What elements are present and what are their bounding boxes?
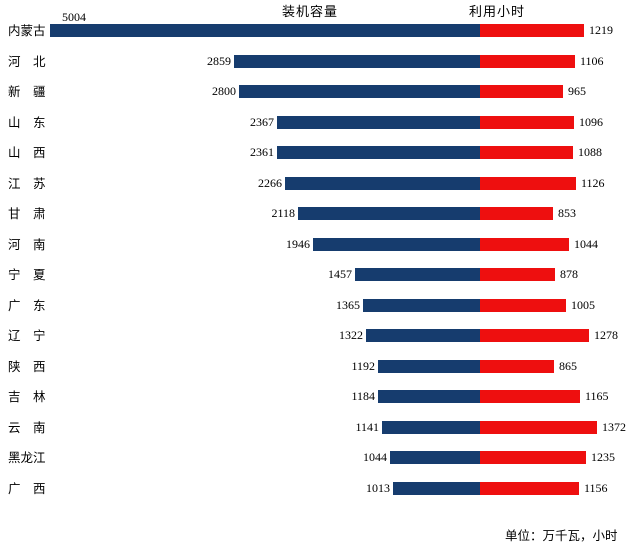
- capacity-value: 1013: [366, 481, 390, 495]
- capacity-value: 2118: [271, 206, 295, 220]
- capacity-bar: [50, 24, 480, 37]
- hours-value: 1156: [584, 481, 608, 495]
- category-label: 陕 西: [8, 360, 46, 374]
- capacity-bar: [298, 207, 480, 220]
- capacity-value: 2859: [207, 54, 231, 68]
- capacity-series-header: 装机容量: [282, 4, 339, 19]
- capacity-bar: [277, 146, 480, 159]
- hours-bar: [480, 268, 555, 281]
- hours-bar: [480, 85, 563, 98]
- capacity-value: 1365: [336, 298, 360, 312]
- hours-value: 1005: [571, 298, 595, 312]
- capacity-value: 2266: [258, 176, 282, 190]
- capacity-value: 2361: [250, 145, 274, 159]
- capacity-bar: [277, 116, 480, 129]
- category-label: 甘 肃: [8, 207, 46, 221]
- hours-value: 1096: [579, 115, 603, 129]
- capacity-value: 1322: [339, 328, 363, 342]
- capacity-bar: [390, 451, 480, 464]
- category-label: 黑龙江: [8, 451, 46, 465]
- capacity-value: 5004: [62, 10, 86, 24]
- hours-value: 1235: [591, 450, 615, 464]
- capacity-value: 1946: [286, 237, 310, 251]
- hours-value: 1219: [589, 23, 613, 37]
- hours-bar: [480, 55, 575, 68]
- capacity-bar: [363, 299, 480, 312]
- category-label: 内蒙古: [8, 24, 46, 38]
- hours-bar: [480, 116, 574, 129]
- hours-value: 965: [568, 84, 586, 98]
- hours-bar: [480, 451, 586, 464]
- hours-bar: [480, 299, 566, 312]
- hours-bar: [480, 360, 554, 373]
- category-label: 江 苏: [8, 177, 46, 191]
- unit-note: 单位：万千瓦，小时: [505, 529, 618, 543]
- hours-bar: [480, 238, 569, 251]
- capacity-bar: [355, 268, 480, 281]
- capacity-value: 1141: [355, 420, 379, 434]
- category-label: 吉 林: [8, 390, 46, 404]
- category-label: 河 北: [8, 55, 46, 69]
- hours-bar: [480, 482, 579, 495]
- category-label: 广 东: [8, 299, 46, 313]
- hours-value: 853: [558, 206, 576, 220]
- category-label: 山 西: [8, 146, 46, 160]
- hours-value: 1165: [585, 389, 609, 403]
- hours-value: 1044: [574, 237, 598, 251]
- capacity-bar: [393, 482, 480, 495]
- capacity-value: 1184: [351, 389, 375, 403]
- category-label: 山 东: [8, 116, 46, 130]
- hours-bar: [480, 390, 580, 403]
- hours-bar: [480, 329, 589, 342]
- capacity-bar: [285, 177, 480, 190]
- hours-bar: [480, 207, 553, 220]
- hours-bar: [480, 24, 584, 37]
- capacity-bar: [239, 85, 480, 98]
- capacity-bar: [234, 55, 480, 68]
- category-label: 广 西: [8, 482, 46, 496]
- capacity-bar: [378, 360, 480, 373]
- hours-value: 1278: [594, 328, 618, 342]
- category-label: 河 南: [8, 238, 46, 252]
- category-label: 宁 夏: [8, 268, 46, 282]
- hours-value: 865: [559, 359, 577, 373]
- hours-value: 878: [560, 267, 578, 281]
- hours-value: 1126: [581, 176, 605, 190]
- hours-bar: [480, 177, 576, 190]
- capacity-value: 2367: [250, 115, 274, 129]
- capacity-bar: [313, 238, 480, 251]
- hours-bar: [480, 421, 597, 434]
- capacity-value: 1457: [328, 267, 352, 281]
- capacity-bar: [378, 390, 480, 403]
- capacity-bar: [382, 421, 480, 434]
- category-label: 新 疆: [8, 85, 46, 99]
- capacity-value: 1192: [351, 359, 375, 373]
- hours-value: 1372: [602, 420, 626, 434]
- capacity-bar: [366, 329, 480, 342]
- category-label: 辽 宁: [8, 329, 46, 343]
- hours-series-header: 利用小时: [469, 4, 526, 19]
- category-label: 云 南: [8, 421, 46, 435]
- hours-bar: [480, 146, 573, 159]
- hours-value: 1088: [578, 145, 602, 159]
- capacity-value: 1044: [363, 450, 387, 464]
- capacity-value: 2800: [212, 84, 236, 98]
- hours-value: 1106: [580, 54, 604, 68]
